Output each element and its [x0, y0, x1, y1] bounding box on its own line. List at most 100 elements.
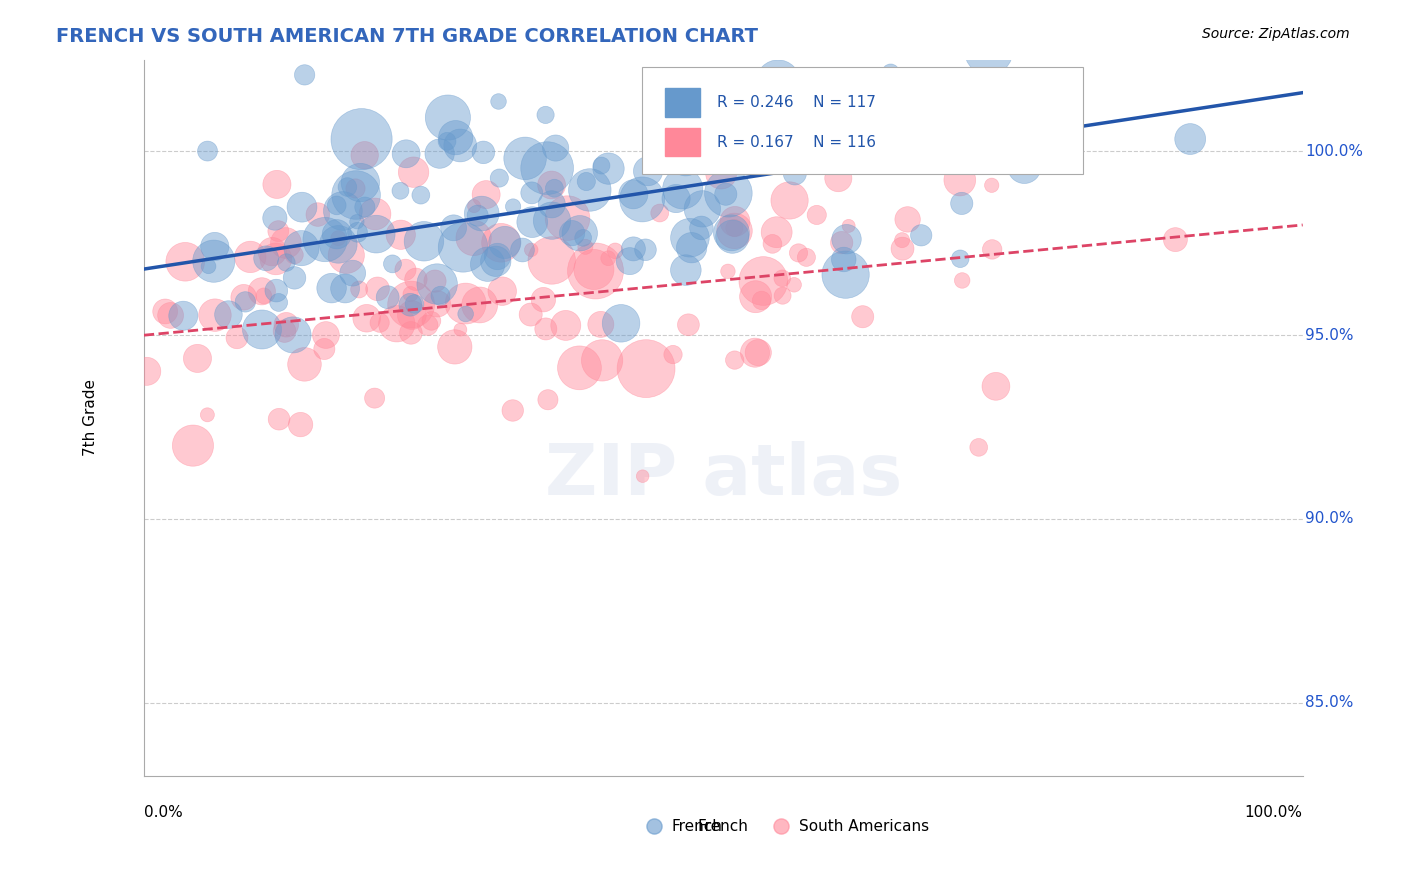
Point — [463, 231, 485, 245]
Point — [561, 226, 583, 240]
Point — [766, 75, 789, 89]
Point — [522, 215, 544, 229]
Point — [381, 257, 404, 271]
Point — [744, 345, 766, 359]
Point — [648, 206, 671, 220]
Point — [366, 227, 388, 241]
Point — [665, 192, 688, 206]
Point — [294, 68, 316, 82]
Point — [679, 231, 702, 245]
Point — [409, 188, 432, 202]
Point — [263, 211, 285, 226]
Point — [761, 236, 783, 251]
Point — [779, 194, 801, 208]
Point — [463, 199, 485, 213]
Point — [399, 326, 422, 340]
Point — [852, 149, 875, 163]
Point — [589, 318, 612, 332]
Point — [389, 184, 412, 198]
Point — [239, 250, 262, 264]
Point — [394, 262, 416, 277]
Point — [174, 254, 197, 268]
Point — [692, 202, 714, 216]
Point — [835, 232, 858, 246]
Point — [752, 274, 775, 288]
Point — [796, 250, 818, 264]
Point — [598, 161, 620, 176]
Point — [568, 360, 591, 375]
Point — [426, 297, 449, 311]
Point — [1014, 160, 1036, 174]
Point — [333, 281, 356, 295]
Point — [233, 294, 256, 309]
Point — [197, 260, 219, 274]
Point — [662, 347, 685, 361]
Point — [491, 284, 513, 298]
Point — [253, 289, 276, 303]
Point — [326, 227, 349, 242]
Point — [472, 145, 495, 160]
Point — [449, 323, 471, 337]
Point — [273, 324, 295, 338]
Point — [353, 200, 375, 214]
Point — [416, 318, 439, 333]
Point — [520, 243, 543, 257]
Point — [315, 328, 337, 343]
Point — [437, 111, 460, 125]
Point — [591, 159, 613, 173]
Point — [475, 187, 498, 202]
Point — [852, 310, 875, 324]
Point — [281, 327, 304, 342]
Point — [675, 152, 697, 166]
Point — [328, 237, 350, 252]
Point — [314, 342, 336, 356]
Point — [283, 271, 305, 285]
Point — [426, 277, 449, 291]
Point — [865, 109, 887, 123]
Point — [513, 152, 536, 166]
Point — [980, 178, 1002, 193]
Point — [346, 225, 368, 239]
Text: 85.0%: 85.0% — [1305, 695, 1354, 710]
Point — [467, 209, 489, 223]
Point — [266, 284, 288, 298]
Point — [342, 266, 364, 280]
Point — [486, 250, 509, 264]
Point — [356, 311, 378, 326]
Text: ZIP atlas: ZIP atlas — [544, 441, 901, 509]
Point — [1240, 32, 1263, 46]
Point — [368, 316, 391, 330]
Point — [949, 173, 972, 187]
Point — [353, 148, 375, 162]
Point — [572, 231, 595, 245]
Point — [636, 361, 658, 376]
Text: French: French — [697, 819, 749, 834]
Point — [197, 144, 219, 158]
Point — [336, 180, 359, 194]
Point — [389, 227, 412, 242]
Point — [631, 193, 654, 207]
Point — [264, 252, 287, 266]
Point — [744, 290, 766, 304]
Point — [837, 148, 859, 162]
Point — [364, 207, 387, 221]
Point — [910, 228, 932, 243]
Point — [879, 65, 901, 79]
Point — [891, 242, 914, 256]
Point — [429, 289, 451, 303]
Point — [477, 257, 499, 271]
Point — [544, 141, 567, 155]
Point — [723, 224, 745, 238]
Point — [675, 263, 697, 277]
Point — [276, 318, 298, 332]
Point — [349, 176, 371, 190]
Point — [536, 161, 558, 175]
Point — [772, 289, 794, 303]
Point — [401, 308, 423, 322]
Point — [534, 108, 557, 122]
Point — [195, 408, 218, 422]
Point — [713, 125, 735, 139]
Point — [436, 134, 458, 148]
Point — [717, 264, 740, 278]
Point — [897, 212, 920, 227]
